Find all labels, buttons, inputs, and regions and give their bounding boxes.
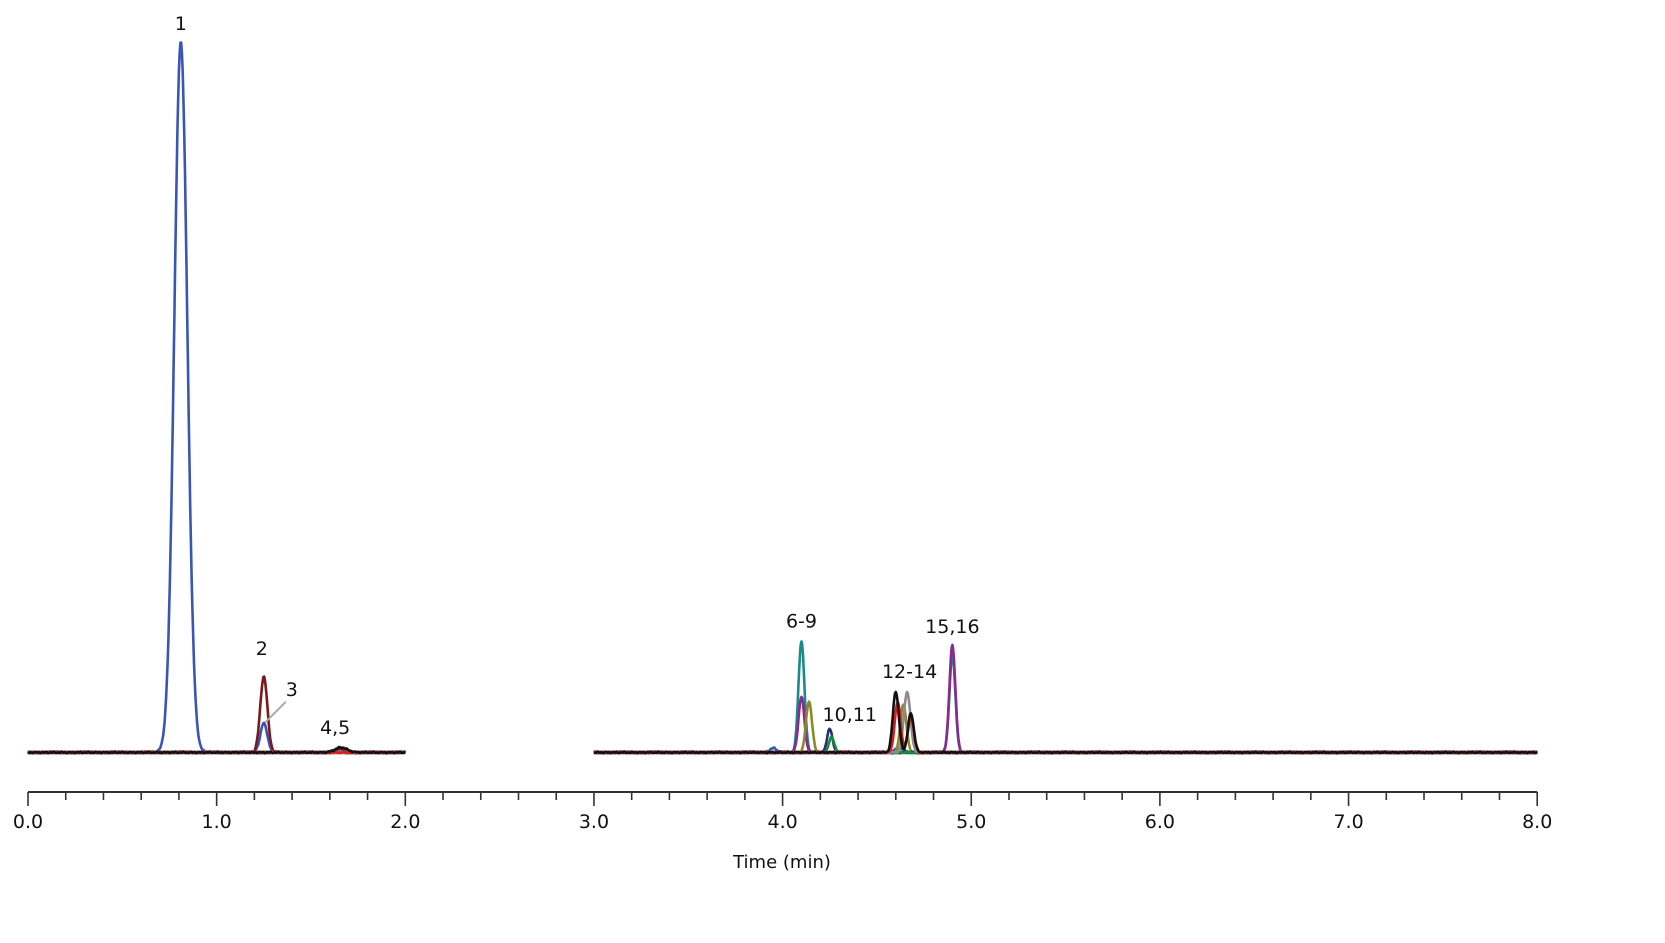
peak-label: 6-9 (786, 610, 817, 632)
x-tick-label: 7.0 (1333, 811, 1363, 833)
peak-label: 1 (175, 13, 187, 35)
trace-teal (593, 640, 1538, 755)
chromatogram-traces (27, 41, 1539, 755)
trace-darkred (27, 675, 406, 755)
trace-purple (593, 643, 1538, 755)
x-axis-title: Time (min) (732, 852, 831, 873)
x-tick-label: 3.0 (579, 811, 609, 833)
x-tick-label: 4.0 (767, 811, 797, 833)
trace-blue (27, 41, 406, 755)
x-axis: 0.0 1.0 2.0 3.0 4.0 5.0 6.0 7.0 8.0 (13, 791, 1552, 833)
peak-label: 12-14 (882, 661, 937, 683)
x-tick-label: 1.0 (202, 811, 232, 833)
x-tick-label: 2.0 (390, 811, 420, 833)
trace-black (27, 745, 406, 755)
trace-red (593, 701, 1538, 755)
peak-label: 2 (256, 638, 268, 660)
leader-line (265, 701, 287, 723)
trace-black (593, 690, 1538, 755)
trace-olive (593, 700, 1538, 755)
peak-label: 10,11 (823, 704, 877, 726)
peak-label: 4,5 (320, 717, 350, 739)
x-tick-label: 5.0 (956, 811, 986, 833)
x-tick-label: 0.0 (13, 811, 43, 833)
peak-label: 15,16 (925, 616, 979, 638)
x-tick-label: 8.0 (1522, 811, 1552, 833)
x-tick-label: 6.0 (1145, 811, 1175, 833)
trace-gray (593, 690, 1538, 755)
peak-label: 3 (286, 679, 298, 701)
trace-navy (593, 727, 1539, 755)
